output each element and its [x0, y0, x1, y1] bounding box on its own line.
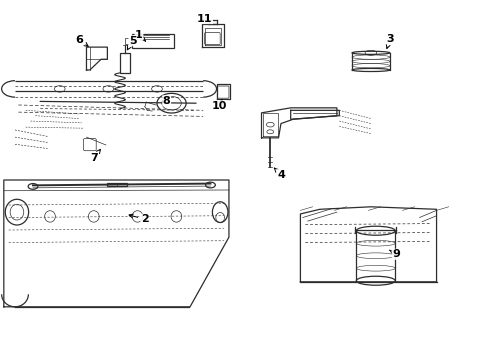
Text: 3: 3 [386, 34, 393, 49]
Text: 2: 2 [129, 214, 148, 224]
Text: 7: 7 [90, 149, 100, 163]
Text: 4: 4 [274, 168, 285, 180]
Text: 11: 11 [197, 14, 212, 23]
Text: 5: 5 [127, 36, 136, 50]
Text: 8: 8 [163, 96, 170, 106]
Text: 9: 9 [388, 249, 399, 259]
Text: 1: 1 [135, 30, 145, 41]
Text: 10: 10 [211, 99, 226, 111]
Text: 6: 6 [75, 35, 88, 46]
